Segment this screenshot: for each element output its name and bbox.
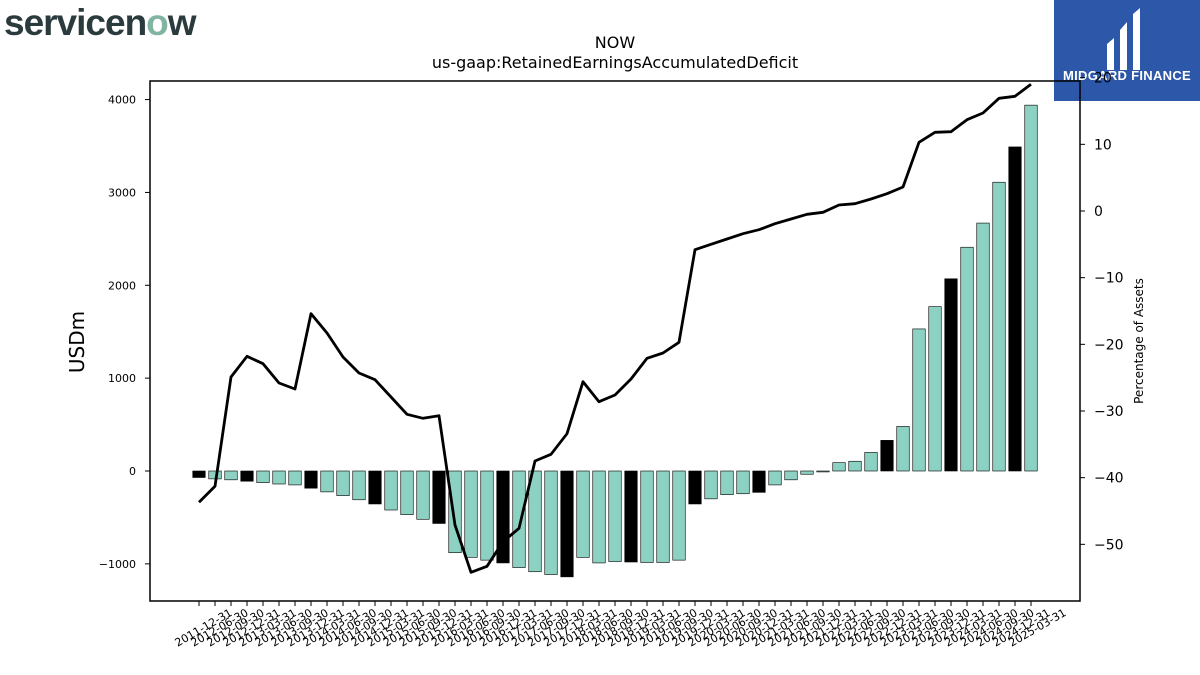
bar bbox=[464, 470, 478, 558]
bar bbox=[976, 222, 990, 472]
bar bbox=[736, 470, 750, 495]
logo-text-service: servicen bbox=[4, 2, 147, 43]
midgard-logo-icon bbox=[1107, 8, 1140, 70]
chart-title: NOW bbox=[595, 33, 636, 52]
bar bbox=[224, 470, 238, 481]
logo-text-now-o: o bbox=[146, 2, 169, 43]
y2-tick-label: −10 bbox=[1094, 271, 1124, 287]
bar bbox=[752, 470, 766, 493]
bar bbox=[512, 470, 526, 568]
y2-tick-label: 0 bbox=[1094, 204, 1103, 220]
bar bbox=[416, 470, 430, 520]
chart-subtitle: us-gaap:RetainedEarningsAccumulatedDefic… bbox=[432, 53, 798, 72]
y-tick-label: −1000 bbox=[99, 558, 136, 571]
bar bbox=[240, 470, 254, 482]
y2-tick-label: −20 bbox=[1094, 337, 1124, 353]
y-axis-label: USDm bbox=[65, 311, 89, 373]
badge-name: MIDGARD FINANCE bbox=[1063, 68, 1191, 83]
servicenow-logo: servicenow bbox=[4, 2, 197, 44]
bar bbox=[320, 470, 334, 493]
bar bbox=[816, 470, 830, 473]
bar bbox=[256, 470, 270, 483]
bar bbox=[912, 328, 926, 472]
bar bbox=[944, 278, 958, 472]
y-axis-left: −1000 0 1000 2000 3000 4000 bbox=[99, 94, 150, 571]
x-axis: 2011-12-312012-06-302012-09-302012-12-31… bbox=[173, 601, 1069, 649]
bar-series bbox=[192, 104, 1038, 578]
bar bbox=[784, 470, 798, 481]
bar bbox=[864, 452, 878, 472]
bar bbox=[528, 470, 542, 573]
y2-tick-label: −40 bbox=[1094, 471, 1124, 487]
bar bbox=[800, 470, 814, 475]
bar bbox=[704, 470, 718, 500]
y-tick-label: 3000 bbox=[108, 186, 136, 199]
bar bbox=[768, 470, 782, 486]
bar bbox=[560, 470, 574, 578]
y-tick-label: 4000 bbox=[108, 94, 136, 107]
midgard-finance-badge: MIDGARD FINANCE bbox=[1054, 0, 1200, 101]
bar bbox=[640, 470, 654, 563]
bar bbox=[896, 426, 910, 472]
bar bbox=[960, 246, 974, 472]
bar bbox=[688, 470, 702, 505]
y2-tick-label: 10 bbox=[1094, 137, 1112, 153]
y2-axis-label: Percentage of Assets bbox=[1132, 278, 1146, 404]
bar bbox=[400, 470, 414, 515]
bar bbox=[928, 306, 942, 472]
y2-tick-label: −50 bbox=[1094, 537, 1124, 553]
bar bbox=[544, 470, 558, 575]
bar bbox=[832, 462, 846, 472]
bar bbox=[592, 470, 606, 564]
bar bbox=[880, 440, 894, 472]
bar bbox=[576, 470, 590, 558]
y-tick-label: 1000 bbox=[108, 372, 136, 385]
bar bbox=[336, 470, 350, 496]
bar bbox=[656, 470, 670, 563]
y-tick-label: 0 bbox=[129, 465, 136, 478]
y2-tick-label: −30 bbox=[1094, 404, 1124, 420]
bar bbox=[1024, 104, 1038, 472]
logo-text-w: w bbox=[167, 2, 197, 43]
bar bbox=[288, 470, 302, 486]
y2-tick-label: 20 bbox=[1094, 71, 1112, 87]
bar bbox=[432, 470, 446, 524]
bar bbox=[352, 470, 366, 501]
bar bbox=[672, 470, 686, 561]
bar bbox=[1008, 146, 1022, 472]
line-series bbox=[198, 83, 1032, 574]
bar bbox=[272, 470, 286, 485]
bar bbox=[480, 470, 494, 561]
y-axis-right: −50 −40 −30 −20 −10 0 10 20 bbox=[1080, 71, 1124, 553]
y-tick-label: 2000 bbox=[108, 279, 136, 292]
bar bbox=[304, 470, 318, 489]
bar bbox=[720, 470, 734, 495]
bar bbox=[368, 470, 382, 505]
bar bbox=[384, 470, 398, 511]
bar bbox=[992, 181, 1006, 472]
percentage-line bbox=[198, 83, 1032, 574]
bar bbox=[624, 470, 638, 563]
bar bbox=[608, 470, 622, 562]
bar bbox=[192, 470, 206, 478]
bar bbox=[848, 460, 862, 472]
